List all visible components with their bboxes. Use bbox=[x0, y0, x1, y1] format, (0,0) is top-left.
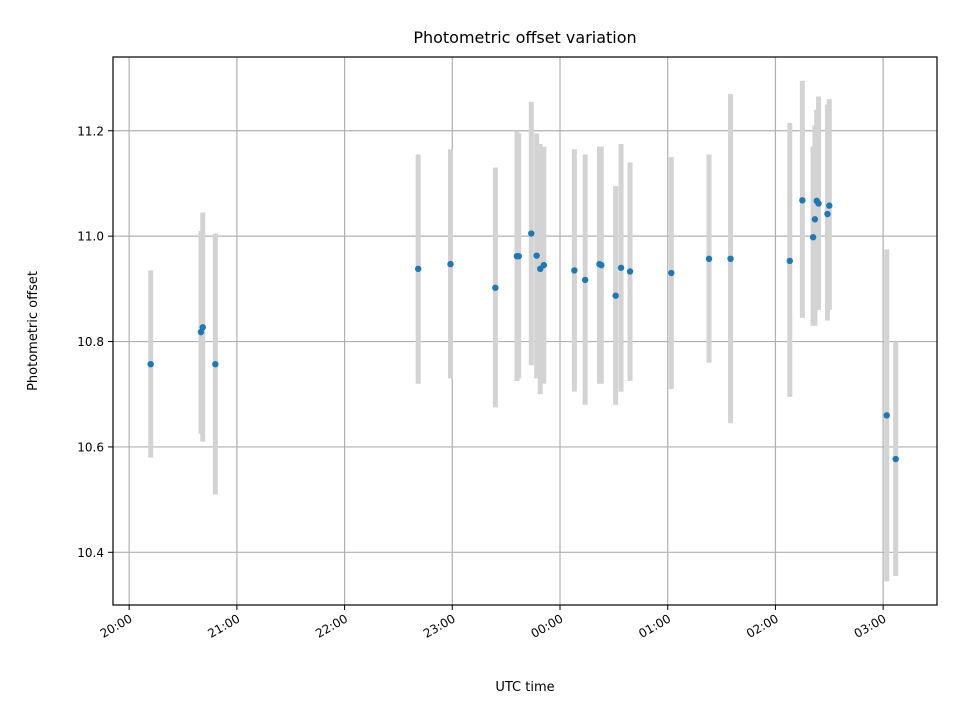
data-point bbox=[447, 260, 454, 268]
plot-frame bbox=[112, 56, 938, 606]
data-point bbox=[811, 216, 819, 223]
data-point bbox=[533, 252, 540, 259]
x-tick-label: 22:00 bbox=[313, 611, 350, 640]
y-tick-label: 10.4 bbox=[77, 546, 104, 560]
data-point bbox=[199, 324, 206, 331]
data-point bbox=[824, 210, 831, 218]
grid-lines bbox=[113, 57, 937, 605]
data-point bbox=[668, 269, 675, 277]
data-point bbox=[414, 265, 422, 273]
data-point bbox=[581, 276, 589, 284]
x-tick-label: 00:00 bbox=[529, 611, 566, 640]
x-tick-label: 20:00 bbox=[98, 611, 135, 640]
data-point bbox=[809, 234, 817, 241]
y-axis-label: Photometric offset bbox=[26, 271, 41, 391]
data-point bbox=[515, 252, 522, 260]
chart-title: Photometric offset variation bbox=[413, 28, 636, 47]
data-markers bbox=[147, 197, 899, 463]
x-tick-label: 01:00 bbox=[636, 611, 673, 640]
x-tick-label: 23:00 bbox=[421, 611, 458, 640]
y-axis-ticks: 10.4 10.6 10.8 11.0 11.2 bbox=[77, 124, 113, 560]
data-point bbox=[892, 455, 899, 463]
data-point bbox=[617, 264, 625, 271]
data-point bbox=[727, 255, 734, 263]
data-point bbox=[799, 197, 806, 204]
data-point bbox=[528, 230, 535, 237]
data-point bbox=[147, 360, 154, 368]
y-tick-label: 11.0 bbox=[77, 230, 104, 244]
data-point bbox=[815, 200, 822, 207]
data-point bbox=[705, 255, 713, 263]
error-bars bbox=[148, 80, 899, 582]
data-point bbox=[492, 284, 499, 291]
data-point bbox=[626, 268, 634, 275]
y-tick-label: 10.6 bbox=[77, 440, 104, 454]
data-point bbox=[598, 261, 605, 269]
x-axis-ticks: 20:00 21:00 22:00 23:00 00:00 01:00 02:00 03:00 bbox=[98, 605, 889, 641]
data-point bbox=[826, 202, 833, 209]
y-tick-label: 11.2 bbox=[77, 124, 104, 138]
x-tick-label: 03:00 bbox=[852, 611, 889, 640]
data-point bbox=[612, 292, 619, 299]
x-tick-label: 02:00 bbox=[744, 611, 781, 640]
y-tick-label: 10.8 bbox=[77, 335, 104, 349]
data-point bbox=[571, 267, 578, 274]
data-point bbox=[540, 261, 548, 269]
x-tick-label: 21:00 bbox=[205, 611, 242, 640]
x-axis-label: UTC time bbox=[495, 680, 554, 695]
data-point bbox=[786, 257, 793, 265]
data-point bbox=[883, 412, 890, 419]
data-point bbox=[212, 360, 219, 368]
